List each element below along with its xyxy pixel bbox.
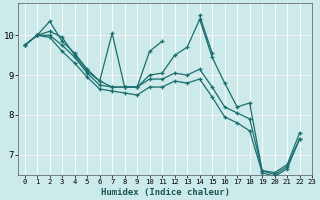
X-axis label: Humidex (Indice chaleur): Humidex (Indice chaleur) [101, 188, 230, 197]
